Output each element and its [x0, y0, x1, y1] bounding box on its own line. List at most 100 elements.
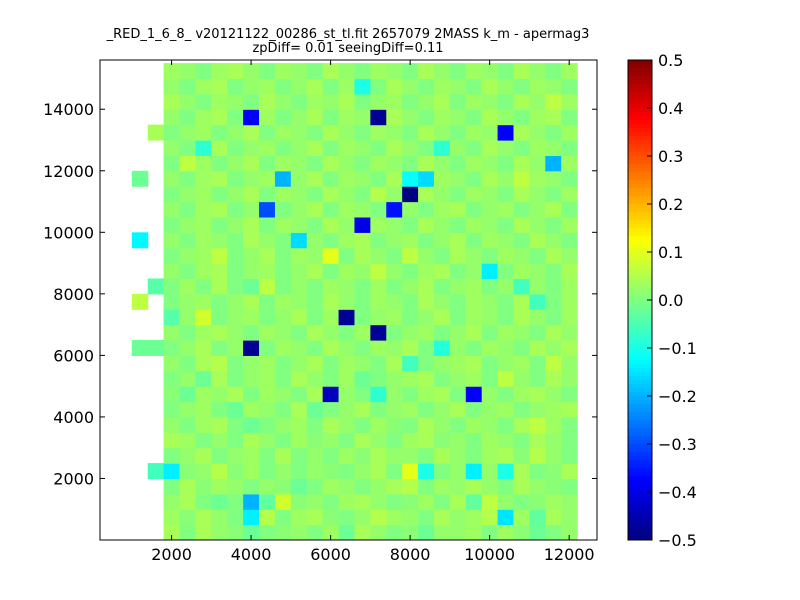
heatmap-cell	[513, 478, 530, 495]
heatmap-cell	[465, 324, 483, 341]
heatmap-cell	[386, 386, 403, 403]
heatmap-cell	[211, 63, 228, 80]
heatmap-cell	[561, 263, 578, 280]
heatmap-cell	[147, 340, 165, 356]
heatmap-cell	[561, 201, 578, 218]
heatmap-cell	[227, 509, 244, 526]
heatmap-cell	[497, 447, 515, 464]
heatmap-cell	[243, 463, 260, 480]
heatmap-cell	[227, 263, 244, 280]
heatmap-cell	[322, 78, 340, 95]
colorbar-segment	[628, 252, 652, 257]
heatmap-cell	[418, 186, 435, 203]
heatmap-cell	[179, 370, 197, 387]
heatmap-cell	[163, 386, 181, 403]
heatmap-cell	[163, 355, 181, 372]
heatmap-cell	[545, 370, 562, 387]
heatmap-cell	[338, 140, 356, 156]
heatmap-cell	[449, 324, 467, 341]
heatmap-cell	[306, 370, 324, 387]
colorbar-segment	[628, 328, 652, 333]
heatmap-cell	[211, 155, 228, 172]
heatmap-cell	[529, 278, 546, 295]
colorbar-segment	[628, 468, 652, 473]
heatmap-cell	[354, 463, 371, 480]
heatmap-cell	[290, 78, 308, 95]
colorbar-tick-label: 0.3	[658, 147, 683, 166]
heatmap-cell	[259, 478, 276, 495]
heatmap-cell	[274, 493, 292, 510]
heatmap-cell	[370, 140, 387, 156]
heatmap-cell	[513, 463, 530, 480]
colorbar-segment	[628, 216, 652, 221]
heatmap-cell	[402, 509, 419, 526]
heatmap-cell	[370, 155, 387, 172]
heatmap-cell	[274, 93, 292, 110]
heatmap-cell	[513, 232, 530, 249]
heatmap-cell	[529, 309, 546, 326]
heatmap-cell	[227, 124, 244, 141]
heatmap-cell	[465, 201, 483, 218]
heatmap-cell	[227, 140, 244, 156]
heatmap-cell	[354, 355, 371, 372]
heatmap-cell	[322, 263, 340, 280]
heatmap-cell	[449, 186, 467, 203]
heatmap-cell	[195, 340, 212, 356]
heatmap-cell	[259, 493, 276, 510]
heatmap-cell	[163, 524, 181, 540]
heatmap-cell	[529, 247, 546, 264]
heatmap-cell	[402, 293, 419, 310]
heatmap-cell	[529, 432, 546, 449]
heatmap-cell	[290, 478, 308, 495]
heatmap-cell	[306, 63, 324, 80]
heatmap-cell	[497, 93, 515, 110]
heatmap-cell	[513, 140, 530, 156]
heatmap-cell	[402, 493, 419, 510]
heatmap-cell	[290, 170, 308, 187]
heatmap-cell	[386, 186, 403, 203]
heatmap-cell	[290, 186, 308, 203]
heatmap-cells	[131, 63, 578, 540]
heatmap-cell	[179, 432, 197, 449]
heatmap-cell	[561, 124, 578, 141]
heatmap-cell	[481, 216, 499, 233]
heatmap-cell	[338, 232, 356, 249]
heatmap-cell	[211, 509, 228, 526]
heatmap-cell	[561, 432, 578, 449]
heatmap-cell	[338, 201, 356, 218]
heatmap-cell	[370, 93, 387, 110]
heatmap-cell	[259, 401, 276, 418]
heatmap-cell	[227, 463, 244, 480]
heatmap-cell	[513, 170, 530, 187]
heatmap-cell	[211, 493, 228, 510]
heatmap-cell	[370, 124, 387, 141]
heatmap-cell	[529, 124, 546, 141]
heatmap-cell	[418, 263, 435, 280]
colorbar-segment	[628, 152, 652, 157]
heatmap-cell	[386, 416, 403, 433]
heatmap-cell	[465, 263, 483, 280]
heatmap-cell	[370, 309, 387, 326]
colorbar-tick-label: −0.2	[658, 387, 697, 406]
heatmap-cell	[243, 186, 260, 203]
heatmap-cell	[354, 278, 371, 295]
colorbar-segment	[628, 420, 652, 425]
colorbar-segment	[628, 260, 652, 265]
heatmap-cell	[529, 232, 546, 249]
heatmap-cell	[418, 463, 435, 480]
colorbar-segment	[628, 156, 652, 161]
heatmap-cell	[227, 401, 244, 418]
heatmap-cell	[243, 340, 260, 356]
heatmap-cell	[338, 386, 356, 403]
heatmap-cell	[163, 416, 181, 433]
heatmap-cell	[179, 263, 197, 280]
heatmap-cell	[322, 401, 340, 418]
heatmap-cell	[354, 478, 371, 495]
heatmap-cell	[465, 155, 483, 172]
heatmap-cell	[243, 216, 260, 233]
heatmap-cell	[290, 370, 308, 387]
heatmap-cell	[370, 263, 387, 280]
heatmap-cell	[274, 355, 292, 372]
heatmap-cell	[418, 324, 435, 341]
heatmap-cell	[211, 216, 228, 233]
